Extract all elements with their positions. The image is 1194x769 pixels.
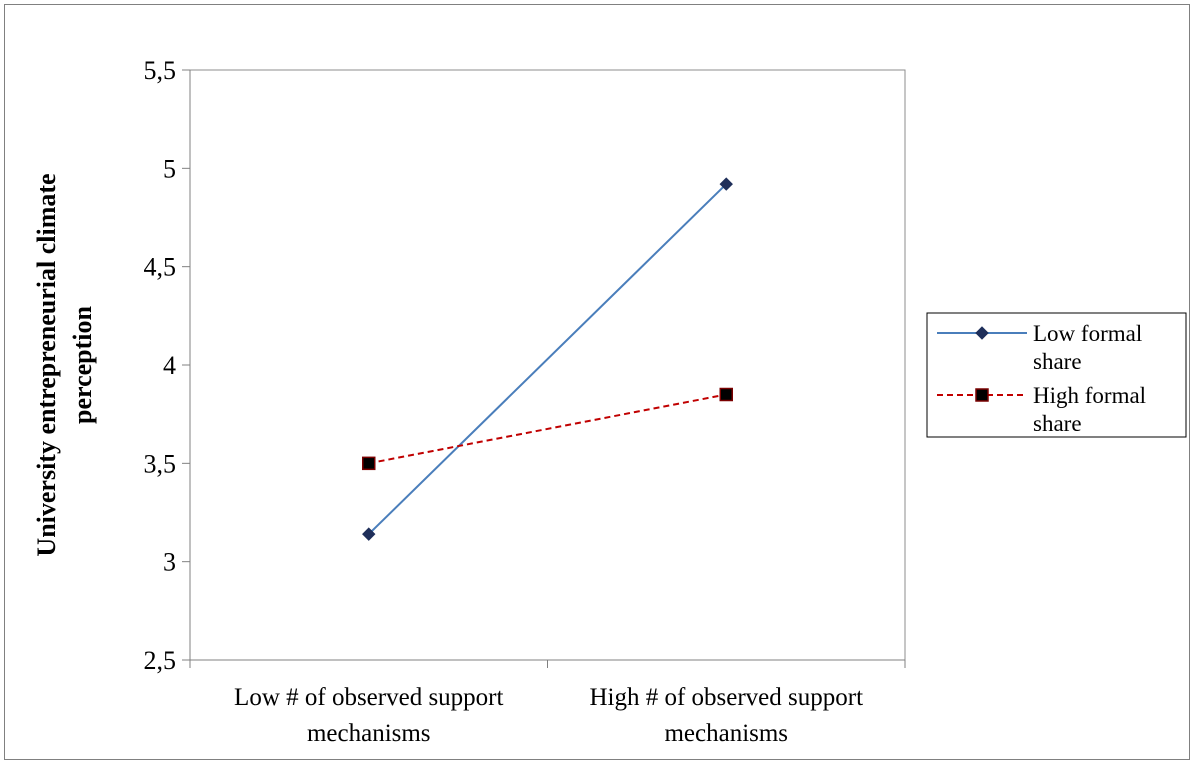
y-tick-label: 3,5 [144,449,177,478]
legend-label: Low formal [1033,321,1142,346]
legend-label: share [1033,349,1082,374]
series-line-high-formal-share [368,393,727,465]
data-point-low-formal-share [719,177,733,191]
y-tick-label: 4 [163,351,176,380]
legend-label: High formal [1033,383,1146,408]
y-tick-label: 4,5 [144,253,177,282]
x-category-label: mechanisms [664,720,788,747]
plot-area [189,69,906,661]
legend-marker [975,326,989,340]
series-line-low-formal-share [368,183,727,535]
y-tick-label: 5 [163,154,176,183]
data-point-low-formal-share [362,527,376,541]
y-tick-label: 5,5 [144,56,177,85]
y-tick-label: 2,5 [144,646,177,675]
y-axis-title: University entrepreneurial climate [32,173,61,556]
legend-marker [975,388,989,402]
x-category-label: mechanisms [307,720,431,747]
x-category-label: High # of observed support [589,684,863,711]
y-axis-title: perception [68,305,97,423]
x-category-label: Low # of observed support [234,684,503,711]
legend-label: share [1033,411,1082,436]
data-point-high-formal-share [362,456,376,471]
data-point-high-formal-share [719,387,733,402]
chart-border [4,4,1190,760]
y-tick-label: 3 [163,548,176,577]
